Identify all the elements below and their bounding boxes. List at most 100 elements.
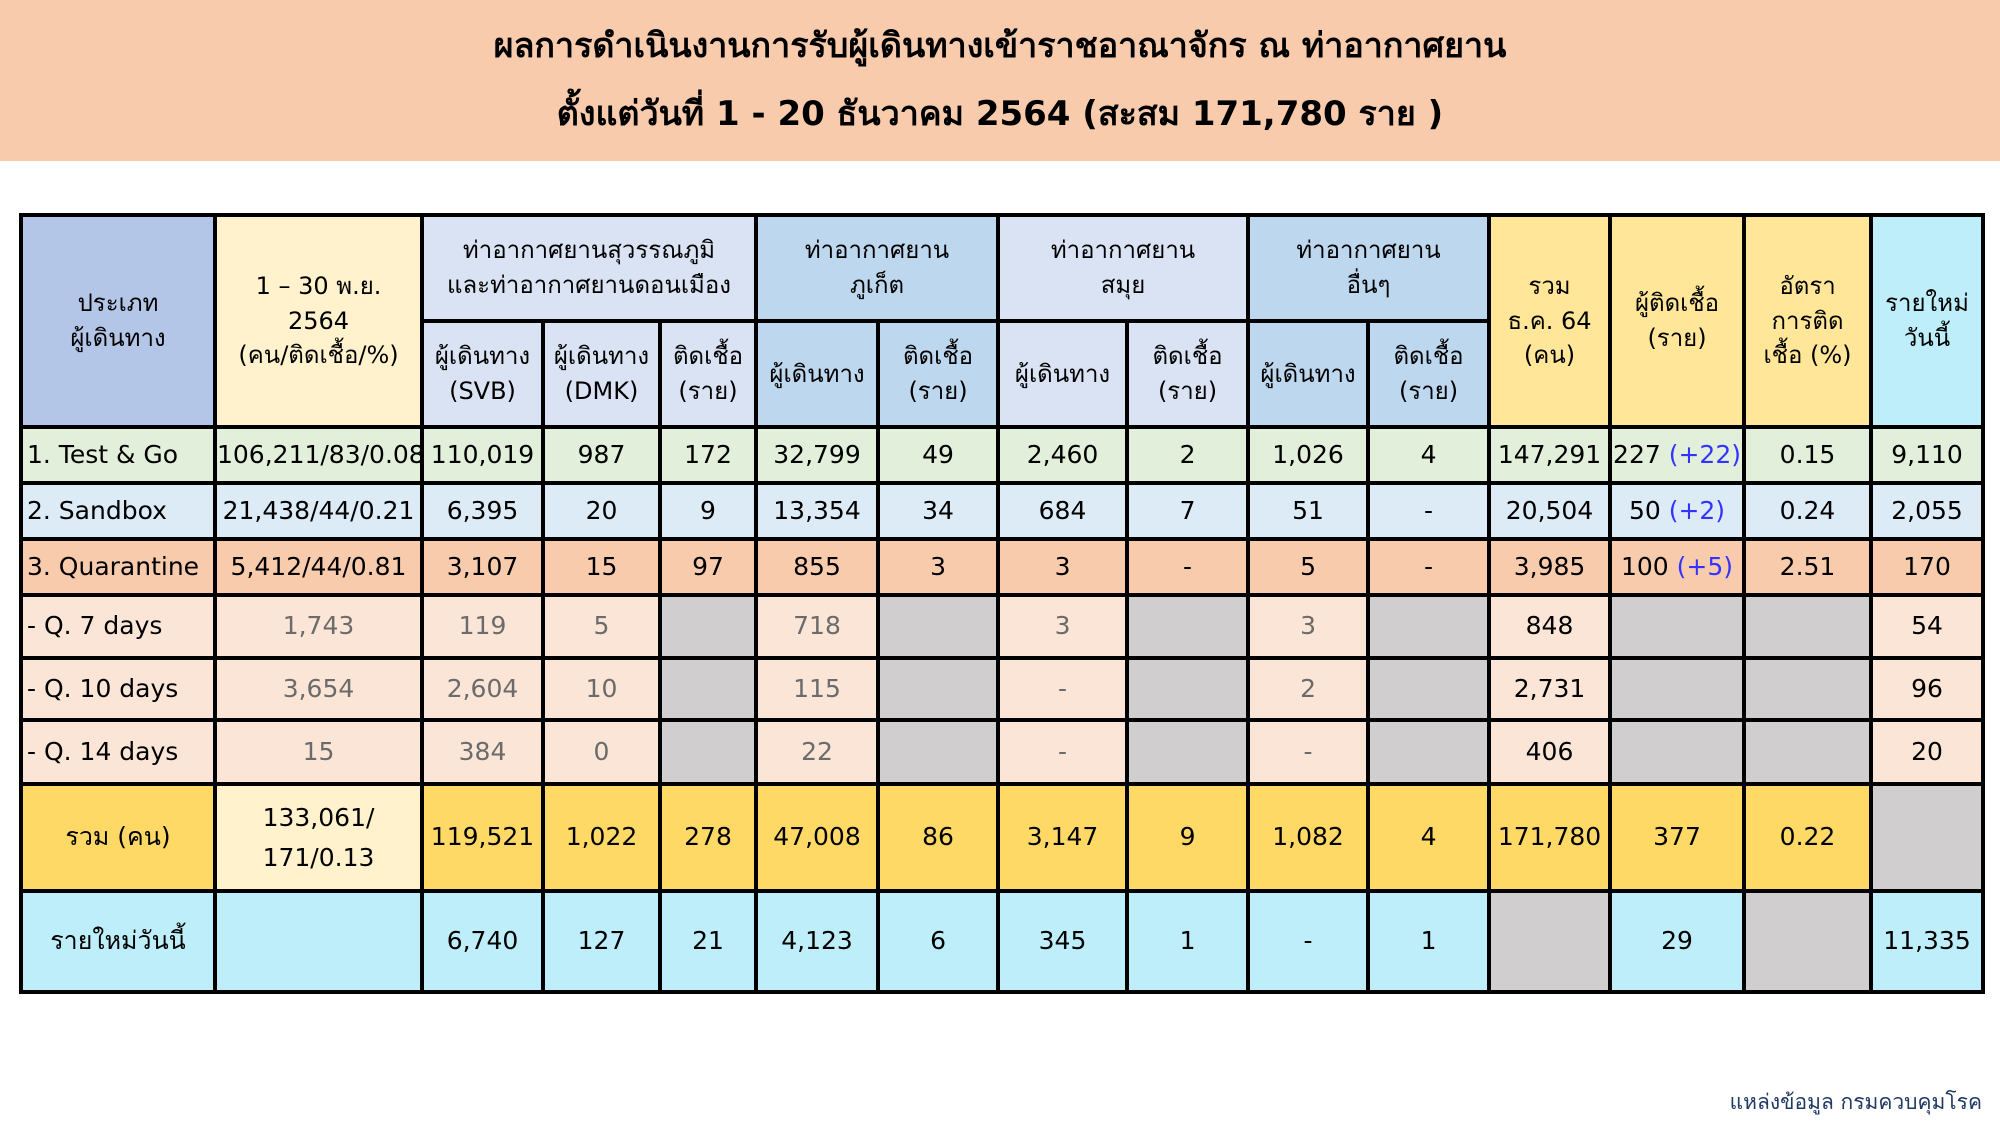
cell-usm-infected: - <box>1125 537 1251 597</box>
cell-type: - Q. 7 days <box>19 593 217 660</box>
header-text: (ราย) <box>908 377 968 405</box>
cell-usm-travelers: - <box>996 718 1130 786</box>
infected-count: 50 <box>1628 495 1661 525</box>
header-other-airports: ท่าอากาศยาน อื่นๆ <box>1246 213 1492 323</box>
cell-oth-travelers: 1,082 <box>1246 782 1371 893</box>
infected-delta: (+22) <box>1668 439 1741 469</box>
header-bkk-infected: ติดเชื้อ (ราย) <box>657 319 759 429</box>
infected-delta: (+2) <box>1668 495 1726 525</box>
cell-hkt-travelers: 4,123 <box>754 889 881 994</box>
table-row: รายใหม่วันนี้ 6,740 127 21 4,123 6 345 1-1 29 11,… <box>19 889 1986 994</box>
cell-hkt-infected: 3 <box>876 537 1001 597</box>
cell-svb: 119 <box>420 593 545 660</box>
table-row: - Q. 14 days 15 384 0 22 - - 406 20 <box>19 718 1986 786</box>
header-text: ธ.ค. 64 <box>1507 306 1592 335</box>
cell-november: 21,438/44/0.21 <box>213 481 424 541</box>
header-new-today: รายใหม่ วันนี้ <box>1869 213 1986 429</box>
cell-november: 1,743 <box>213 593 424 660</box>
cell-bkk-infected <box>657 656 759 722</box>
header-samui: ท่าอากาศยานสมุย <box>996 213 1251 323</box>
cell-usm-infected <box>1125 656 1251 722</box>
cell-new-today: 2,055 <box>1869 481 1986 541</box>
header-phuket: ท่าอากาศยาน ภูเก็ต <box>754 213 1001 323</box>
table-body: 1. Test & Go 106,211/83/0.08 110,019 987 172… <box>19 425 1986 994</box>
cell-hkt-travelers: 32,799 <box>754 425 881 485</box>
cell-hkt-infected <box>876 718 1001 786</box>
cell-infection-rate <box>1742 889 1874 994</box>
header-text: การติด <box>1771 306 1844 335</box>
cell-infection-rate <box>1742 718 1874 786</box>
cell-svb: 6,395 <box>420 481 545 541</box>
cell-dmk: 5 <box>541 593 662 660</box>
table-row: - Q. 7 days 1,743 119 5 718 3 3 848 54 <box>19 593 1986 660</box>
cell-oth-travelers: 1,026 <box>1246 425 1371 485</box>
cell-new-today: 96 <box>1869 656 1986 722</box>
cell-usm-travelers: 684 <box>996 481 1130 541</box>
header-text: ผู้เดินทาง <box>434 342 531 371</box>
cell-november <box>213 889 424 994</box>
cell-hkt-travelers: 13,354 <box>754 481 881 541</box>
header-text: ติดเชื้อ <box>1152 342 1223 371</box>
header-text: สมุย <box>1100 271 1146 299</box>
header-text: (ราย) <box>1398 377 1459 405</box>
cell-usm-travelers: 345 <box>996 889 1130 994</box>
title-banner: ผลการดำเนินงานการรับผู้เดินทางเข้าราชอาณ… <box>0 0 2000 161</box>
cell-usm-infected <box>1125 718 1251 786</box>
cell-type: 2. Sandbox <box>19 481 217 541</box>
cell-total-dec: 2,731 <box>1487 656 1613 722</box>
cell-infected <box>1608 656 1747 722</box>
cell-infected: 227 (+22) <box>1608 425 1747 485</box>
page-subtitle: ตั้งแต่วันที่ 1 - 20 ธันวาคม 2564 (สะสม … <box>556 94 1444 134</box>
cell-usm-infected: 1 <box>1125 889 1251 994</box>
header-text: ภูเก็ต <box>849 271 905 299</box>
header-bangkok-airports: ท่าอากาศยานสุวรรณภูมิ และท่าอากาศยานดอนเม… <box>419 213 759 323</box>
cell-type: รวม (คน) <box>19 782 217 893</box>
header-text: รวม <box>1528 271 1571 300</box>
header-text: ท่าอากาศยาน <box>1050 236 1196 265</box>
header-text: (SVB) <box>449 377 516 405</box>
cell-new-today: 54 <box>1869 593 1986 660</box>
header-traveler-type: ประเภท ผู้เดินทาง <box>19 213 217 429</box>
page-title: ผลการดำเนินงานการรับผู้เดินทางเข้าราชอาณ… <box>493 26 1507 66</box>
header-text: ติดเชื้อ <box>1393 342 1464 371</box>
cell-oth-infected <box>1366 656 1492 722</box>
cell-oth-infected: 1 <box>1366 889 1492 994</box>
cell-usm-infected: 9 <box>1125 782 1251 893</box>
header-text: ผู้เดินทาง <box>70 324 166 352</box>
header-text: ติดเชื้อ <box>902 342 974 371</box>
header-text: และท่าอากาศยานดอนเมือง <box>447 271 732 299</box>
table-row: 1. Test & Go 106,211/83/0.08 110,019 987 172… <box>19 425 1986 485</box>
header-text: (ราย) <box>1647 324 1707 352</box>
cell-hkt-infected: 86 <box>876 782 1001 893</box>
cell-total-dec: 20,504 <box>1487 481 1613 541</box>
cell-dmk: 987 <box>541 425 662 485</box>
cell-oth-infected: - <box>1366 481 1492 541</box>
cell-infection-rate: 2.51 <box>1742 537 1874 597</box>
cell-hkt-infected: 49 <box>876 425 1001 485</box>
cell-hkt-travelers: 718 <box>754 593 881 660</box>
cell-total-dec: 171,780 <box>1487 782 1613 893</box>
cell-infection-rate: 0.24 <box>1742 481 1874 541</box>
cell-oth-travelers: 5 <box>1246 537 1371 597</box>
header-usm-travelers: ผู้เดินทาง <box>996 319 1130 429</box>
cell-svb: 2,604 <box>420 656 545 722</box>
cell-dmk: 0 <box>541 718 662 786</box>
cell-usm-travelers: 3 <box>996 537 1130 597</box>
header-text: ท่าอากาศยาน <box>1296 236 1441 265</box>
header-hkt-infected: ติดเชื้อ (ราย) <box>876 319 1001 429</box>
cell-type: - Q. 14 days <box>19 718 217 786</box>
cell-oth-infected <box>1366 593 1492 660</box>
cell-november: 106,211/83/0.08 <box>213 425 424 485</box>
cell-infected: 100 (+5) <box>1608 537 1747 597</box>
header-text: ผู้ติดเชื้อ <box>1634 289 1720 318</box>
cell-bkk-infected: 97 <box>657 537 759 597</box>
cell-type: - Q. 10 days <box>19 656 217 722</box>
cell-total-dec: 147,291 <box>1487 425 1613 485</box>
header-november: 1 – 30 พ.ย. 2564 (คน/ติดเชื้อ/%) <box>213 213 424 429</box>
cell-bkk-infected: 21 <box>657 889 759 994</box>
cell-oth-infected <box>1366 718 1492 786</box>
cell-infected <box>1608 593 1747 660</box>
header-text: (คน) <box>1523 341 1576 370</box>
cell-infection-rate: 0.22 <box>1742 782 1874 893</box>
header-text: ผู้เดินทาง <box>553 342 650 371</box>
